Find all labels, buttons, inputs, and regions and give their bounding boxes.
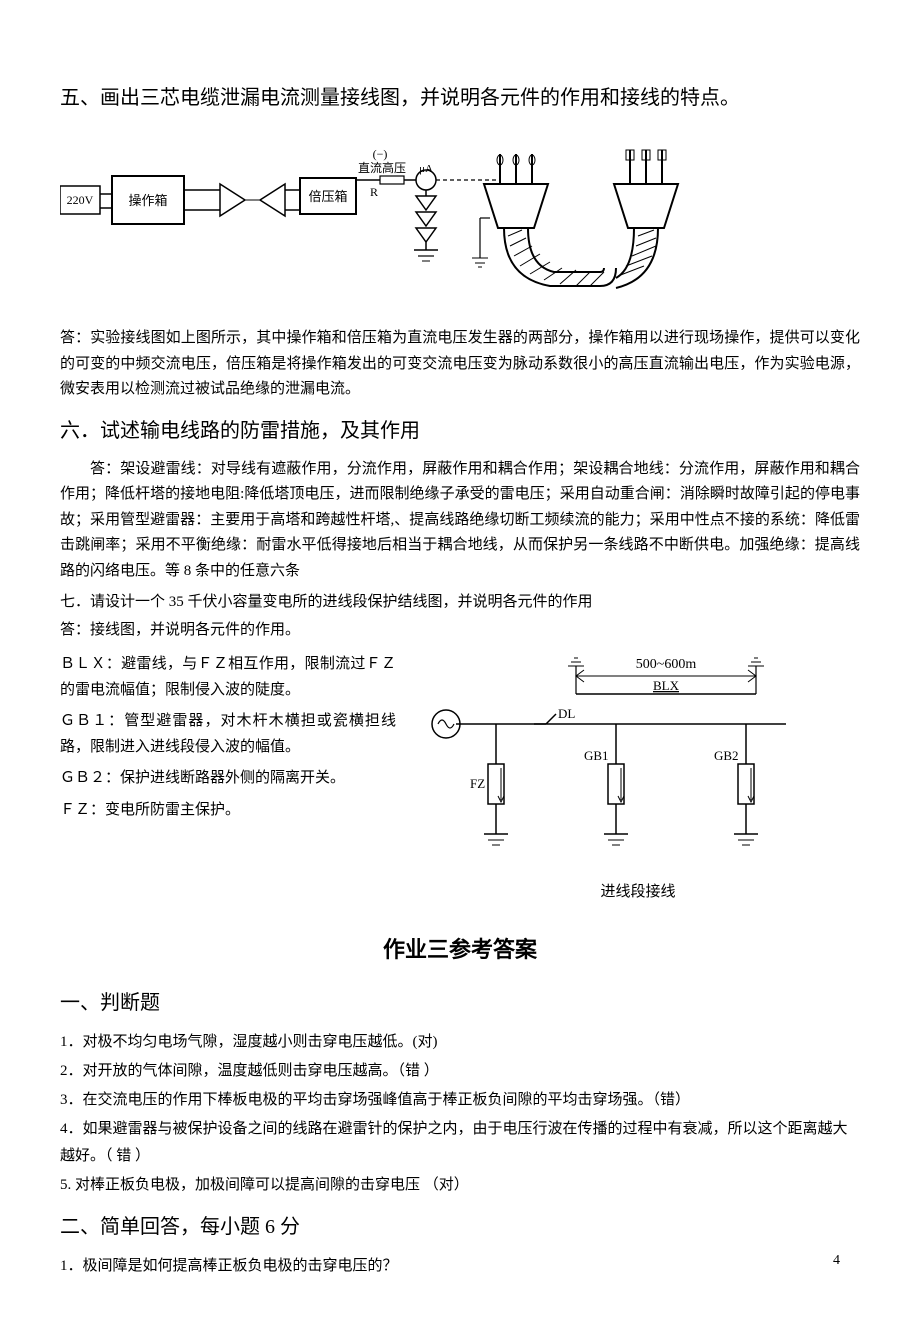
section6-title: 六．试述输电线路的防雷措施，及其作用	[60, 415, 860, 447]
label-gb1: GB1	[584, 748, 609, 763]
section7-caption: 进线段接线	[416, 880, 860, 904]
section5-answer: 答：实验接线图如上图所示，其中操作箱和倍压箱为直流电压发生器的两部分，操作箱用以…	[60, 326, 860, 403]
cable-head-2	[614, 150, 678, 288]
hw3-p1-q2: 2．对开放的气体间隙，温度越低则击穿电压越高。（错 ）	[60, 1058, 860, 1085]
label-dchv: 直流高压	[358, 160, 406, 175]
section6-answer: 答：架设避雷线：对导线有遮蔽作用，分流作用，屏蔽作用和耦合作用；架设耦合地线：分…	[60, 457, 860, 585]
section7-heading: 七．请设计一个 35 千伏小容量变电所的进线段保护结线图，并说明各元件的作用	[60, 590, 860, 614]
hw3-part2-title: 二、简单回答，每小题 6 分	[60, 1211, 860, 1243]
label-boostbox: 倍压箱	[308, 189, 347, 204]
item-fz-label: ＦＺ：	[60, 802, 105, 818]
label-uA: μA	[419, 163, 433, 175]
hw3-p1-q1: 1．对极不均匀电场气隙，湿度越小则击穿电压越低。(对)	[60, 1029, 860, 1056]
item-gb2-text: 保护进线断路器外侧的隔离开关。	[120, 770, 345, 786]
section7-items: ＢＬＸ：避雷线，与ＦＺ相互作用，限制流过ＦＺ的雷电流幅值；限制侵入波的陡度。 Ｇ…	[60, 646, 396, 829]
hw3-title: 作业三参考答案	[60, 932, 860, 967]
item-blx-label: ＢＬＸ：	[60, 656, 121, 672]
label-dl: DL	[558, 706, 575, 721]
hw3-p1-q5: 5. 对棒正板负电极，加极间障可以提高间隙的击穿电压 （对）	[60, 1172, 860, 1199]
item-gb2-label: ＧＢ２：	[60, 770, 120, 786]
label-R: R	[370, 185, 378, 199]
label-blx: BLX	[653, 678, 680, 693]
section7-intro: 答：接线图，并说明各元件的作用。	[60, 618, 860, 642]
item-gb1-label: ＧＢ１：	[60, 713, 124, 729]
section7-diagram: 500~600m BLX DL	[416, 646, 860, 904]
label-neg: (−)	[373, 147, 388, 161]
hw3-p1-q3: 3．在交流电压的作用下棒板电极的平均击穿场强峰值高于棒正板负间隙的平均击穿场强。…	[60, 1087, 860, 1114]
label-distance: 500~600m	[636, 657, 697, 672]
cable-head-1	[472, 154, 616, 286]
label-220v: 220V	[67, 193, 94, 207]
hw3-p2-q1: 1．极间障是如何提高棒正板负电极的击穿电压的？	[60, 1253, 860, 1280]
label-gb2: GB2	[714, 748, 739, 763]
hw3-part1-title: 一、判断题	[60, 987, 860, 1019]
item-fz-text: 变电所防雷主保护。	[105, 802, 240, 818]
label-opbox: 操作箱	[128, 193, 167, 208]
hw3-p1-q4: 4．如果避雷器与被保护设备之间的线路在避雷针的保护之内，由于电压行波在传播的过程…	[60, 1116, 860, 1170]
section5-diagram: 220V 操作箱 倍压箱 (−) 直流高压 R μA	[60, 128, 860, 308]
page-number: 4	[833, 1250, 840, 1272]
section5-title: 五、画出三芯电缆泄漏电流测量接线图，并说明各元件的作用和接线的特点。	[60, 82, 860, 114]
label-fz: FZ	[470, 776, 485, 791]
